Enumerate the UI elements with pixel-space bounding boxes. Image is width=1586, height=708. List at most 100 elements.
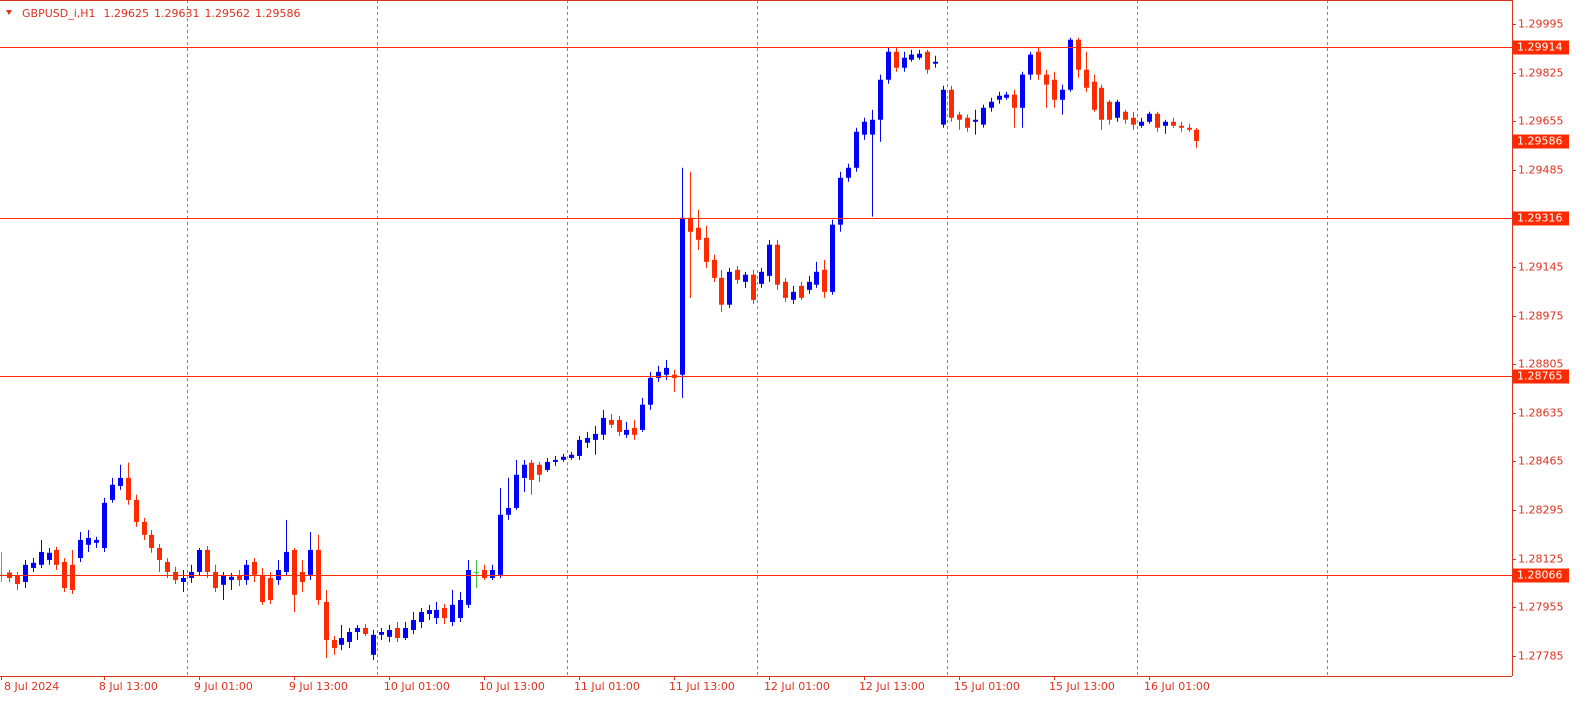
- level-label-box: [1513, 40, 1569, 55]
- candle-body: [514, 474, 519, 508]
- candle-body: [70, 564, 75, 590]
- candle-body: [221, 575, 226, 585]
- candle-body: [569, 454, 574, 458]
- candle-body: [387, 629, 392, 637]
- candle-body: [229, 576, 234, 580]
- x-tick-label: 11 Jul 13:00: [669, 680, 735, 693]
- candle-body: [854, 131, 859, 168]
- candle-body: [474, 571, 479, 573]
- candle-body: [585, 437, 590, 443]
- candle-body: [1068, 39, 1073, 90]
- candle-body: [648, 377, 653, 405]
- x-tick-label: 12 Jul 13:00: [859, 680, 925, 693]
- candle-body: [949, 89, 954, 118]
- candle-body: [1092, 81, 1097, 110]
- axis-layer: 1.29995 1.29825 1.29655 1.29485 1.29145 1.289…: [0, 0, 1569, 693]
- candle-body: [197, 549, 202, 572]
- price-label-box: [1513, 134, 1569, 149]
- candle-body: [759, 271, 764, 284]
- candle-body: [941, 89, 946, 125]
- candle-body: [379, 631, 384, 635]
- candle-body: [878, 79, 883, 120]
- candle-layer: [0, 37, 1199, 660]
- candle-body: [1076, 39, 1081, 70]
- y-tick-label: 1.29485: [1518, 164, 1564, 177]
- y-tick-label: 1.27785: [1518, 650, 1564, 663]
- candle-body: [498, 514, 503, 575]
- candle-body: [142, 521, 147, 535]
- candle-body: [1123, 111, 1128, 120]
- candle-body: [149, 534, 154, 548]
- candle-body: [54, 549, 59, 565]
- price-label: 1.29586: [1517, 135, 1563, 148]
- candle-body: [529, 462, 534, 480]
- candle-body: [1179, 125, 1184, 128]
- x-tick-label: 8 Jul 2024: [4, 680, 59, 693]
- candle-body: [664, 367, 669, 375]
- candle-body: [807, 281, 812, 290]
- candle-body: [1020, 74, 1025, 108]
- candle-body: [981, 107, 986, 125]
- candle-body: [814, 271, 819, 285]
- candle-body: [1187, 127, 1192, 130]
- level-label-box: [1513, 568, 1569, 583]
- candle-body: [110, 484, 115, 500]
- level-label-box: [1513, 211, 1569, 226]
- candle-body: [1147, 113, 1152, 122]
- candle-body: [553, 459, 558, 462]
- level-label: 1.29316: [1517, 212, 1563, 225]
- header-arrow: [6, 10, 12, 15]
- candle-body: [165, 561, 170, 572]
- candle-body: [830, 224, 835, 292]
- candle-body: [347, 631, 352, 642]
- x-tick-label: 9 Jul 01:00: [194, 680, 253, 693]
- y-tick-label: 1.29825: [1518, 67, 1564, 80]
- candle-body: [1052, 79, 1057, 100]
- x-tick-label: 12 Jul 01:00: [764, 680, 830, 693]
- candle-body: [696, 227, 701, 240]
- x-tick-label: 15 Jul 01:00: [954, 680, 1020, 693]
- candle-body: [688, 217, 693, 232]
- y-tick-label: 1.29145: [1518, 261, 1564, 274]
- candle-body: [1163, 121, 1168, 126]
- candle-body: [609, 419, 614, 425]
- candle-body: [577, 439, 582, 456]
- candle-body: [15, 575, 20, 584]
- candle-body: [561, 456, 566, 460]
- candle-body: [363, 627, 368, 634]
- y-tick-label: 1.27955: [1518, 601, 1564, 614]
- candle-body: [632, 427, 637, 435]
- candle-body: [957, 114, 962, 120]
- candle-body: [624, 429, 629, 435]
- candle-body: [1044, 74, 1049, 85]
- candle-body: [791, 291, 796, 300]
- candle-body: [268, 577, 273, 600]
- candle-body: [189, 571, 194, 578]
- candle-body: [775, 244, 780, 285]
- candle-body: [727, 271, 732, 305]
- candle-body: [458, 599, 463, 618]
- candle-body: [23, 564, 28, 582]
- candle-body: [743, 274, 748, 282]
- candle-body: [94, 539, 99, 543]
- candle-body: [735, 269, 740, 280]
- candle-body: [593, 433, 598, 440]
- header-low: 1.29562: [205, 7, 251, 20]
- chart-header: GBPUSD_i,H1 1.29625 1.29631 1.29562 1.29586: [6, 7, 301, 20]
- candle-body: [427, 609, 432, 614]
- candle-body: [118, 477, 123, 486]
- y-tick-label: 1.28635: [1518, 407, 1564, 420]
- level-label: 1.29914: [1517, 41, 1563, 54]
- candle-body: [767, 244, 772, 276]
- candle-body: [316, 549, 321, 600]
- candle-body: [1004, 94, 1009, 98]
- candle-body: [965, 117, 970, 128]
- x-tick-label: 15 Jul 13:00: [1049, 680, 1115, 693]
- candle-body: [450, 604, 455, 622]
- y-tick-label: 1.28975: [1518, 310, 1564, 323]
- header-high: 1.29631: [154, 7, 200, 20]
- candle-body: [260, 574, 265, 602]
- candle-body: [244, 564, 249, 580]
- candle-body: [78, 539, 83, 558]
